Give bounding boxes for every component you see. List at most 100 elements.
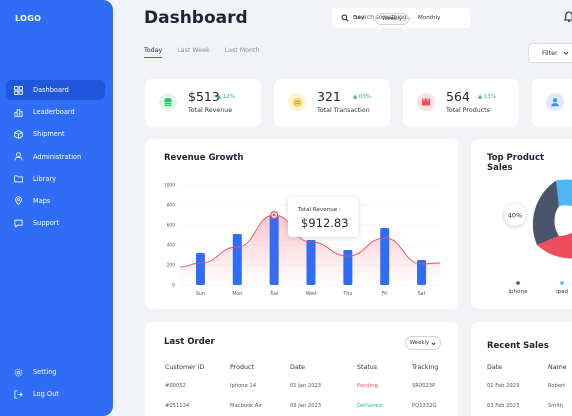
- sidebar-bottom: Setting Log Out: [6, 362, 105, 406]
- sidebar-item-library[interactable]: Library: [6, 169, 105, 189]
- y-tick-label: 400: [167, 243, 176, 249]
- order-status-pending: Pending: [357, 383, 378, 389]
- sidebar-item-maps[interactable]: Maps: [6, 191, 105, 211]
- stat-label: Total Products: [446, 107, 490, 114]
- sale-date: 03 Feb 2023: [487, 403, 520, 409]
- leaderboard-icon: [14, 108, 23, 117]
- sidebar-item-logout[interactable]: Log Out: [6, 384, 105, 404]
- sale-name: Smith: [548, 403, 564, 409]
- x-tick-label: Mon: [232, 291, 242, 297]
- x-tick-label: Thu: [342, 291, 352, 297]
- legend-label-ipad: ipad: [556, 289, 569, 295]
- sidebar-item-label: Administration: [33, 152, 82, 161]
- legend-dot-ipad: [560, 281, 564, 285]
- order-period-label: Weekly: [409, 340, 430, 346]
- stat-value: $513: [188, 89, 220, 104]
- sidebar-item-label: Log Out: [33, 390, 59, 399]
- sidebar-item-label: Library: [33, 174, 57, 183]
- tooltip-label: Total Revenue :: [298, 207, 341, 213]
- bell-icon[interactable]: [564, 11, 572, 23]
- sidebar-item-dashboard[interactable]: Dashboard: [6, 80, 105, 100]
- top-product-card: [471, 139, 572, 309]
- sidebar-item-label: Shipment: [33, 130, 65, 139]
- donut-chart: 40% iphone ipad: [504, 179, 572, 295]
- x-tick-label: Wed: [306, 291, 316, 297]
- col-name: Name: [548, 364, 567, 371]
- stat-change: ▲ 13%: [478, 94, 496, 100]
- page-title: Dashboard: [144, 8, 248, 28]
- sale-date: 01 Feb 2023: [487, 383, 520, 389]
- percent-badge: [504, 204, 526, 226]
- period-monthly[interactable]: Monthly: [418, 15, 441, 21]
- sidebar-item-leaderboard[interactable]: Leaderboard: [6, 102, 105, 122]
- chart-bar: [269, 215, 279, 285]
- top-product-title: Top Product Sales: [487, 153, 545, 173]
- col-date: Date: [487, 364, 503, 371]
- sidebar-item-label: Dashboard: [33, 86, 69, 94]
- recent-sales-title: Recent Sales: [487, 341, 549, 351]
- order-product: Macbook Air: [230, 403, 262, 409]
- dashboard-icon: [14, 85, 23, 95]
- y-tick-label: 1000: [164, 183, 175, 189]
- stat-value: 321: [317, 89, 341, 104]
- sidebar-nav: Dashboard Leaderboard Shipment Administr…: [6, 80, 105, 235]
- sidebar-item-setting[interactable]: Setting: [6, 362, 105, 382]
- tab-last-month[interactable]: Last Month: [224, 47, 260, 54]
- filter-button[interactable]: Filter: [528, 43, 572, 63]
- logout-icon: [14, 390, 23, 399]
- chat-icon: [14, 219, 23, 228]
- donut-segment-red: [537, 232, 572, 259]
- order-product: Iphone 14: [230, 383, 257, 389]
- tooltip-value: $912.83: [301, 216, 349, 230]
- x-tick-label: Fri: [382, 291, 388, 297]
- chevron-down-icon: [431, 341, 436, 345]
- y-tick-label: 600: [167, 223, 176, 229]
- period-day[interactable]: Day: [353, 15, 365, 21]
- user-icon: [14, 152, 23, 161]
- sidebar-item-administration[interactable]: Administration: [6, 147, 105, 167]
- y-tick-label: 800: [167, 203, 176, 209]
- percent-label: 40%: [508, 212, 522, 220]
- sidebar-item-shipment[interactable]: Shipment: [6, 124, 105, 144]
- chart-bar: [380, 228, 390, 285]
- map-pin-icon: [14, 196, 23, 206]
- y-tick-label: 0: [172, 283, 175, 289]
- col-status: Status: [357, 364, 378, 371]
- chevron-down-icon: [563, 51, 569, 55]
- recent-sales-card: [471, 322, 572, 416]
- order-period-select[interactable]: Weekly: [405, 336, 441, 350]
- stat-card-transaction: 321 ▲ 03% Total Transaction: [274, 79, 390, 127]
- last-order-title: Last Order: [164, 337, 215, 347]
- highlight-point-core: [272, 213, 276, 217]
- box-icon: [14, 130, 23, 139]
- stat-card-customers: [532, 79, 572, 127]
- legend-label-iphone: iphone: [508, 289, 528, 295]
- coins-icon: [159, 93, 177, 111]
- chart-bar: [306, 240, 316, 285]
- line-series: [179, 214, 441, 268]
- stat-card-products: 564 ▲ 13% Total Products: [403, 79, 519, 127]
- tab-last-week[interactable]: Last Week: [177, 47, 210, 54]
- sidebar-item-label: Support: [33, 219, 60, 228]
- sidebar: LOGO Dashboard Leaderboard Shipment Admi…: [0, 0, 113, 416]
- stat-label: Total Transaction: [317, 107, 370, 114]
- period-weekly[interactable]: Weekly: [375, 13, 410, 25]
- stat-change: ▲ 12%: [217, 94, 235, 100]
- col-customer-id: Customer ID: [165, 364, 205, 371]
- chart-bar: [343, 250, 353, 285]
- transaction-icon: [288, 93, 306, 111]
- sidebar-item-support[interactable]: Support: [6, 213, 105, 233]
- tab-today[interactable]: Today: [144, 47, 163, 58]
- search-icon: [341, 14, 349, 22]
- stat-card-revenue: $513 ▲ 12% Total Revenue: [145, 79, 261, 127]
- order-customer-id: #051134: [165, 403, 190, 409]
- x-tick-label: Sun: [196, 291, 205, 297]
- order-tracking: SR0023P: [412, 383, 436, 389]
- sale-name: Robert: [548, 383, 566, 389]
- filter-label: Filter: [542, 49, 558, 57]
- revenue-growth-title: Revenue Growth: [164, 153, 244, 163]
- user-icon: [546, 93, 564, 111]
- date-tabs: Today Last Week Last Month: [144, 47, 274, 58]
- donut-segment-blue: [556, 179, 572, 206]
